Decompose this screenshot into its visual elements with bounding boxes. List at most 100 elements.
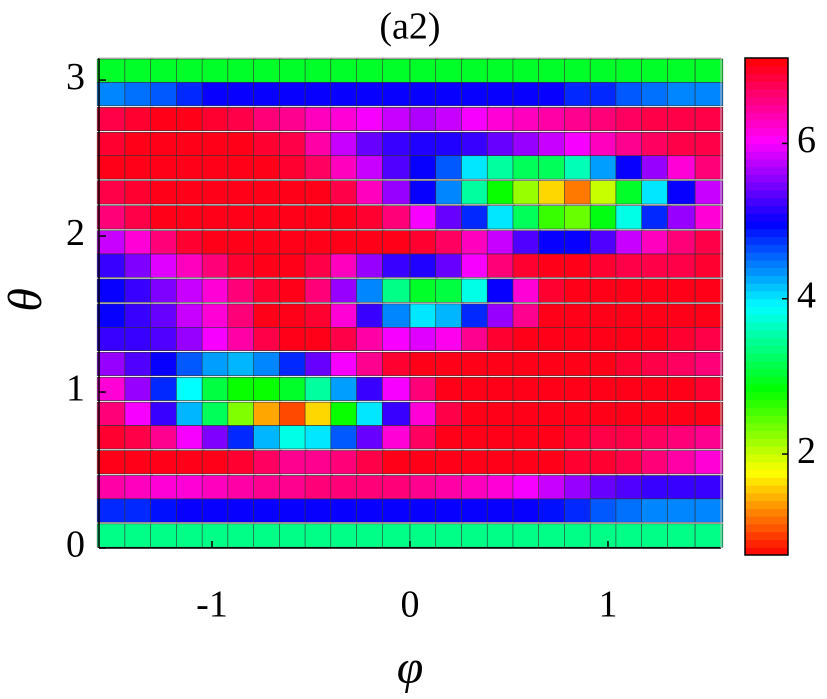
heatmap-cell: [486, 327, 516, 351]
heatmap-cell: [486, 401, 516, 426]
heatmap-cell: [304, 253, 334, 278]
heatmap-cell: [124, 450, 153, 475]
heatmap-cell: [641, 132, 670, 157]
heatmap-cell: [641, 327, 670, 351]
colorbar-segment: [745, 143, 788, 152]
heatmap-cell: [538, 58, 567, 83]
heatmap-cell: [356, 82, 385, 107]
heatmap-cell: [227, 498, 256, 523]
heatmap-cell: [330, 425, 359, 450]
heatmap-cell: [96, 180, 126, 205]
heatmap-cell: [227, 205, 256, 230]
heatmap-cell: [694, 155, 724, 180]
heatmap-cell: [641, 205, 670, 230]
heatmap-cell: [694, 58, 724, 83]
colorbar-segment: [745, 422, 788, 432]
heatmap-cell: [330, 180, 359, 205]
heatmap-cell: [641, 155, 670, 180]
heatmap-cell: [176, 303, 205, 328]
heatmap-cell: [564, 303, 593, 328]
heatmap-cell: [356, 376, 385, 401]
heatmap-cell: [201, 278, 231, 303]
colorbar-segment: [745, 174, 788, 183]
heatmap-cell: [330, 475, 359, 500]
heatmap-cell: [409, 498, 439, 523]
heatmap-cell: [538, 498, 567, 523]
heatmap-cell: [694, 132, 724, 157]
heatmap-cell: [409, 376, 439, 401]
colorbar-segment: [745, 298, 788, 307]
heatmap-cell: [253, 450, 282, 475]
heatmap-cell: [486, 155, 516, 180]
heatmap-cell: [279, 180, 308, 205]
heatmap-cell: [667, 278, 696, 303]
heatmap-cell: [589, 401, 619, 426]
heatmap-cell: [150, 230, 179, 255]
heatmap-cell: [176, 107, 205, 132]
heatmap-cell: [461, 132, 490, 157]
heatmap-cell: [589, 425, 619, 450]
heatmap-cell: [461, 475, 490, 500]
heatmap-cell: [356, 450, 385, 475]
heatmap-cell: [694, 82, 724, 107]
heatmap-cell: [330, 303, 359, 328]
heatmap-cell: [201, 132, 231, 157]
heatmap-cell: [124, 401, 153, 426]
heatmap-cell: [227, 376, 256, 401]
heatmap-cell: [96, 132, 126, 157]
heatmap-cell: [253, 523, 282, 548]
heatmap-cell: [176, 450, 205, 475]
heatmap-cell: [150, 498, 179, 523]
colorbar-segment: [745, 547, 788, 556]
heatmap-cell: [96, 278, 126, 303]
heatmap-cell: [201, 327, 231, 351]
heatmap-cell: [124, 475, 153, 500]
heatmap-cell: [589, 82, 619, 107]
heatmap-cell: [461, 327, 490, 351]
colorbar-segment: [745, 81, 788, 90]
heatmap-cell: [538, 278, 567, 303]
colorbar-segment: [745, 127, 788, 137]
heatmap-cell: [615, 82, 644, 107]
heatmap-cell: [435, 327, 464, 351]
heatmap-cell: [253, 278, 282, 303]
heatmap-cell: [176, 230, 205, 255]
heatmap-cell: [615, 498, 644, 523]
heatmap-cell: [330, 376, 359, 401]
heatmap-cell: [589, 523, 619, 548]
heatmap-cell: [201, 303, 231, 328]
heatmap-cell: [461, 450, 490, 475]
heatmap-cell: [589, 278, 619, 303]
heatmap-cell: [201, 205, 231, 230]
heatmap-cell: [512, 155, 541, 180]
heatmap-cell: [356, 523, 385, 548]
heatmap-cell: [435, 498, 464, 523]
heatmap-cell: [486, 107, 516, 132]
heatmap-cell: [227, 523, 256, 548]
heatmap-cell: [201, 58, 231, 83]
heatmap-cell: [96, 205, 126, 230]
heatmap-cell: [253, 58, 282, 83]
heatmap-cell: [356, 278, 385, 303]
heatmap-cell: [356, 401, 385, 426]
heatmap-cell: [538, 327, 567, 351]
heatmap-cell: [381, 523, 411, 548]
heatmap-cell: [253, 230, 282, 255]
heatmap-cell: [435, 523, 464, 548]
colorbar-segment: [745, 384, 788, 393]
colorbar-segment: [745, 259, 788, 269]
heatmap-cell: [667, 58, 696, 83]
heatmap-cell: [124, 155, 153, 180]
heatmap-cell: [227, 155, 256, 180]
heatmap-cell: [538, 205, 567, 230]
heatmap-cell: [253, 155, 282, 180]
heatmap-cell: [253, 401, 282, 426]
heatmap-cell: [253, 132, 282, 157]
heatmap-cell: [589, 376, 619, 401]
x-tick-label: 0: [401, 584, 420, 626]
heatmap-cell: [176, 58, 205, 83]
heatmap-cell: [486, 230, 516, 255]
heatmap-cell: [176, 82, 205, 107]
heatmap-cell: [253, 303, 282, 328]
heatmap-cell: [538, 351, 567, 376]
